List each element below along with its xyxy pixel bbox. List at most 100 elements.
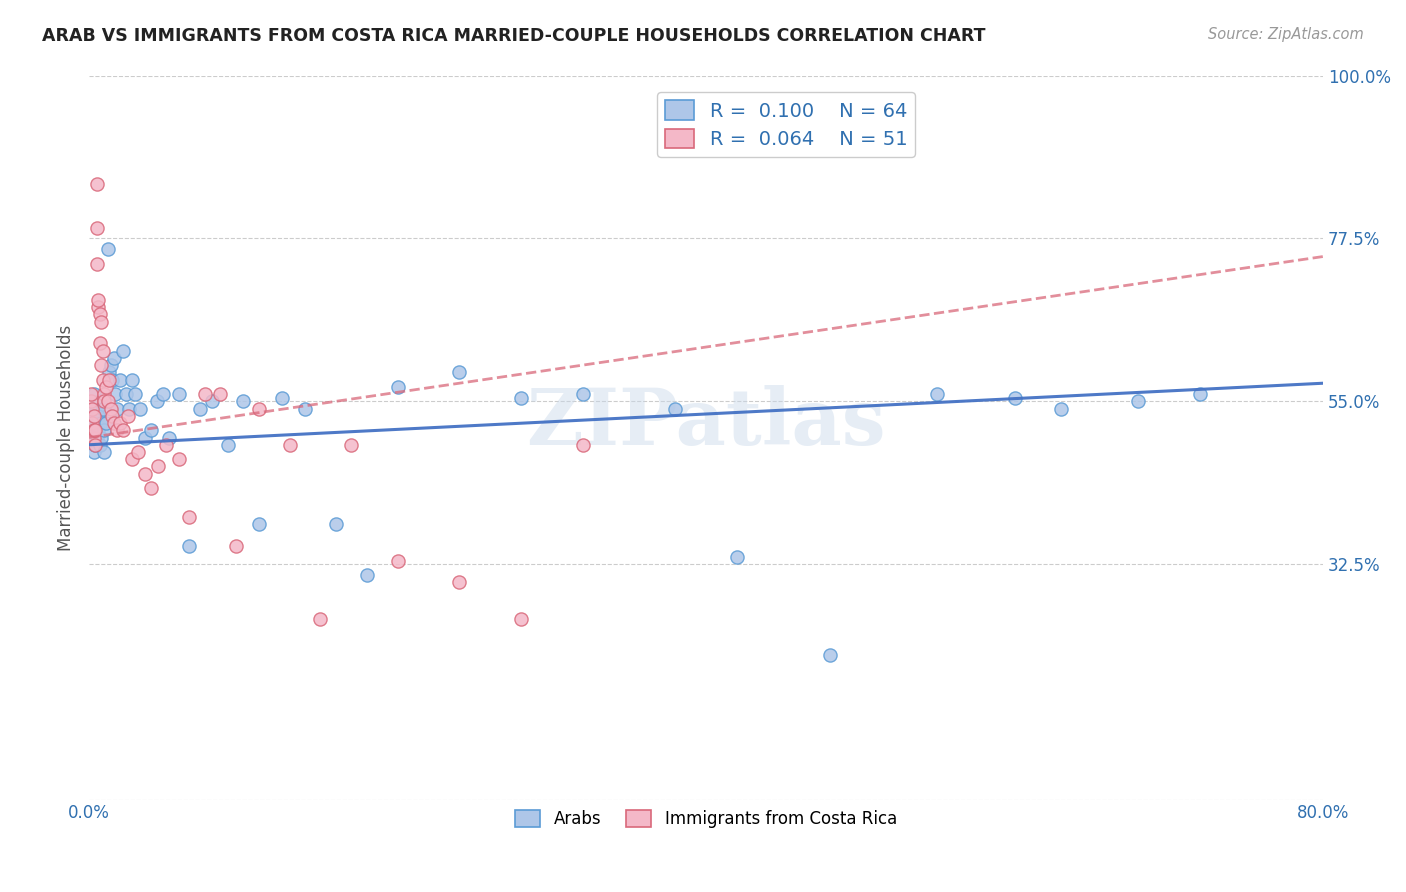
- Point: [209, 387, 232, 401]
- Point: [101, 373, 124, 387]
- Point: [510, 611, 533, 625]
- Point: [134, 467, 156, 481]
- Legend: Arabs, Immigrants from Costa Rica: Arabs, Immigrants from Costa Rica: [509, 803, 904, 835]
- Point: [84, 423, 107, 437]
- Point: [155, 438, 177, 452]
- Point: [294, 401, 316, 416]
- Point: [93, 394, 115, 409]
- Point: [89, 394, 111, 409]
- Point: [87, 423, 110, 437]
- Point: [1050, 401, 1073, 416]
- Text: Source: ZipAtlas.com: Source: ZipAtlas.com: [1208, 27, 1364, 42]
- Point: [818, 648, 841, 662]
- Point: [90, 416, 112, 430]
- Point: [179, 539, 201, 553]
- Point: [100, 401, 122, 416]
- Point: [167, 387, 190, 401]
- Point: [79, 387, 101, 401]
- Point: [309, 611, 332, 625]
- Point: [83, 430, 105, 444]
- Point: [121, 452, 143, 467]
- Point: [87, 409, 110, 423]
- Point: [325, 517, 347, 532]
- Y-axis label: Married-couple Households: Married-couple Households: [58, 325, 75, 550]
- Point: [86, 220, 108, 235]
- Point: [111, 343, 134, 358]
- Point: [247, 401, 270, 416]
- Point: [117, 409, 139, 423]
- Point: [86, 401, 108, 416]
- Point: [340, 438, 363, 452]
- Point: [101, 409, 124, 423]
- Point: [105, 423, 128, 437]
- Point: [82, 401, 104, 416]
- Point: [194, 387, 217, 401]
- Point: [108, 416, 131, 430]
- Point: [84, 409, 107, 423]
- Point: [98, 365, 121, 379]
- Point: [87, 300, 110, 314]
- Point: [86, 430, 108, 444]
- Point: [725, 549, 748, 564]
- Point: [118, 401, 141, 416]
- Point: [90, 315, 112, 329]
- Point: [571, 438, 593, 452]
- Point: [91, 373, 114, 387]
- Point: [571, 387, 593, 401]
- Point: [927, 387, 949, 401]
- Point: [134, 430, 156, 444]
- Point: [93, 387, 115, 401]
- Point: [94, 416, 117, 430]
- Point: [217, 438, 239, 452]
- Point: [90, 358, 112, 372]
- Point: [510, 391, 533, 405]
- Point: [387, 553, 409, 567]
- Point: [97, 242, 120, 256]
- Point: [83, 416, 105, 430]
- Point: [664, 401, 686, 416]
- Point: [1004, 391, 1026, 405]
- Point: [146, 394, 169, 409]
- Point: [188, 401, 211, 416]
- Point: [225, 539, 247, 553]
- Point: [124, 387, 146, 401]
- Point: [91, 401, 114, 416]
- Point: [139, 423, 162, 437]
- Point: [93, 445, 115, 459]
- Point: [86, 177, 108, 191]
- Point: [179, 510, 201, 524]
- Point: [83, 445, 105, 459]
- Point: [105, 401, 128, 416]
- Point: [148, 459, 170, 474]
- Text: ARAB VS IMMIGRANTS FROM COSTA RICA MARRIED-COUPLE HOUSEHOLDS CORRELATION CHART: ARAB VS IMMIGRANTS FROM COSTA RICA MARRI…: [42, 27, 986, 45]
- Text: ZIPatlas: ZIPatlas: [526, 385, 886, 461]
- Point: [108, 373, 131, 387]
- Point: [90, 430, 112, 444]
- Point: [111, 423, 134, 437]
- Point: [103, 351, 125, 365]
- Point: [167, 452, 190, 467]
- Point: [79, 394, 101, 409]
- Point: [89, 336, 111, 351]
- Point: [270, 391, 292, 405]
- Point: [84, 423, 107, 437]
- Point: [129, 401, 152, 416]
- Point: [94, 380, 117, 394]
- Point: [79, 423, 101, 437]
- Point: [232, 394, 254, 409]
- Point: [103, 416, 125, 430]
- Point: [86, 416, 108, 430]
- Point: [100, 358, 122, 372]
- Point: [82, 416, 104, 430]
- Point: [84, 438, 107, 452]
- Point: [83, 423, 105, 437]
- Point: [87, 293, 110, 307]
- Point: [449, 365, 471, 379]
- Point: [1188, 387, 1211, 401]
- Point: [157, 430, 180, 444]
- Point: [97, 394, 120, 409]
- Point: [387, 380, 409, 394]
- Point: [1126, 394, 1149, 409]
- Point: [93, 423, 115, 437]
- Point: [86, 257, 108, 271]
